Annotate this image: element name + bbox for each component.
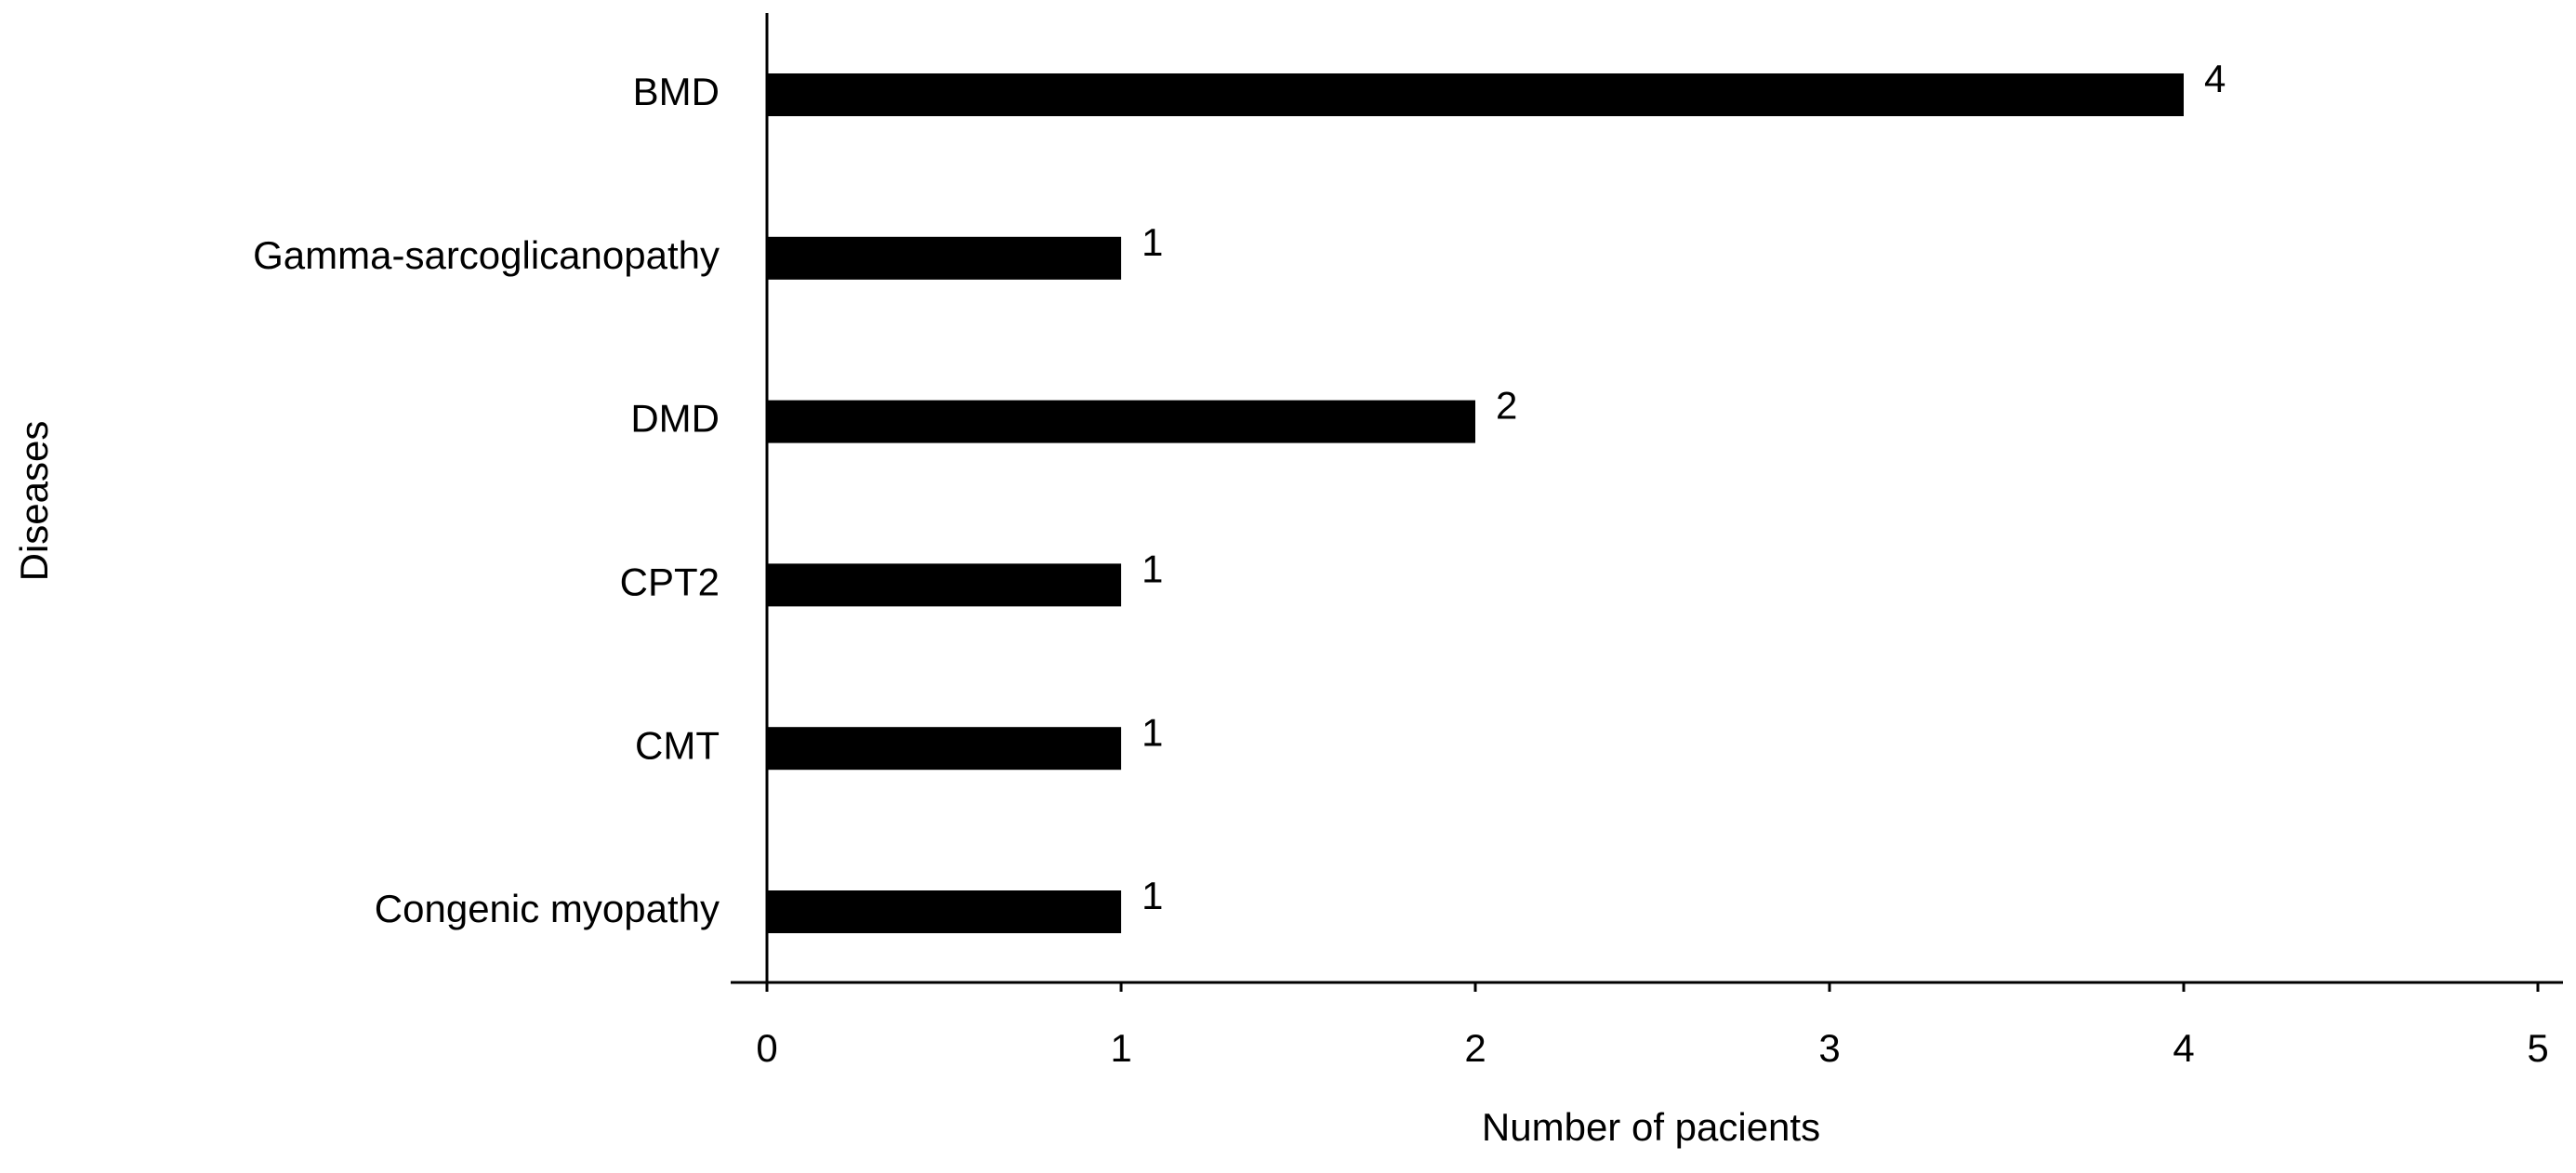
x-tick-label: 1 <box>1110 1026 1131 1070</box>
y-tick-label: CPT2 <box>620 560 720 603</box>
data-label: 1 <box>1142 874 1163 917</box>
bar <box>767 73 2184 116</box>
data-label: 4 <box>2204 57 2226 100</box>
y-tick-label: Congenic myopathy <box>375 887 720 930</box>
bar <box>767 400 1475 443</box>
y-tick-label: BMD <box>633 70 720 113</box>
x-axis-label: Number of pacients <box>1482 1105 1820 1149</box>
y-axis-label: Diseases <box>12 421 56 582</box>
y-tick-label: DMD <box>630 397 720 441</box>
x-tick-label: 4 <box>2173 1026 2194 1070</box>
bar <box>767 236 1121 280</box>
bar <box>767 890 1121 933</box>
data-label: 1 <box>1142 220 1163 264</box>
y-tick-label: Gamma-sarcoglicanopathy <box>253 233 720 277</box>
x-tick-label: 3 <box>1818 1026 1840 1070</box>
x-tick-label: 2 <box>1464 1026 1486 1070</box>
y-tick-label: CMT <box>635 723 720 767</box>
data-label: 1 <box>1142 547 1163 590</box>
data-label: 2 <box>1496 384 1517 428</box>
x-tick-label: 0 <box>756 1026 777 1070</box>
x-tick-label: 5 <box>2527 1026 2548 1070</box>
data-label: 1 <box>1142 710 1163 754</box>
bar <box>767 727 1121 771</box>
bar <box>767 563 1121 607</box>
